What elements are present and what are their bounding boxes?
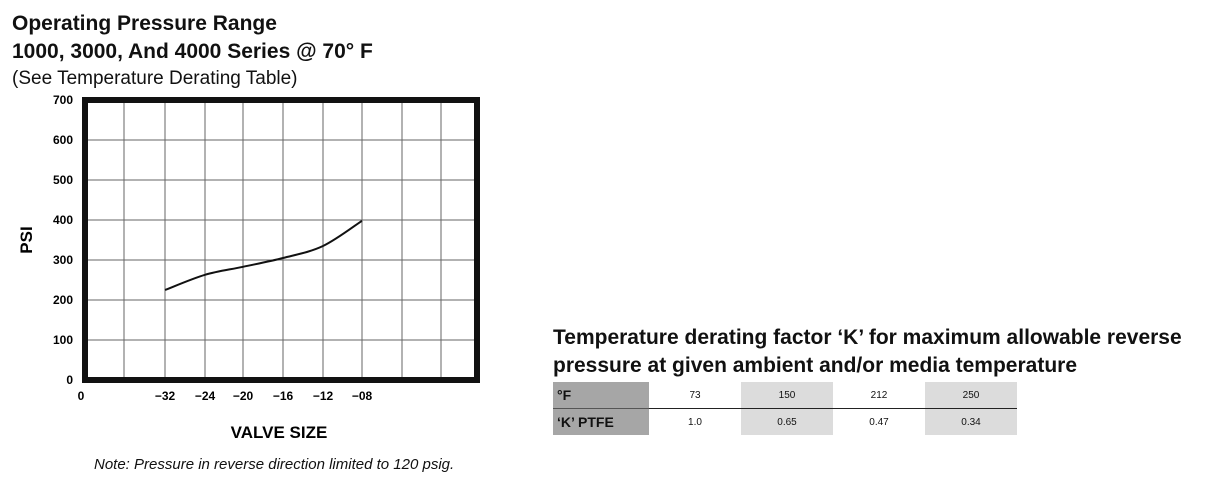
y-tick-label: 400	[53, 213, 73, 227]
y-axis-label: PSI	[17, 226, 36, 253]
x-tick-labels: 0 −32 −24 −20 −16 −12 −08	[78, 389, 373, 403]
row-label-temperature: °F	[553, 382, 649, 409]
y-tick-label: 100	[53, 333, 73, 347]
x-tick-label: −12	[313, 389, 334, 403]
pressure-note: Note: Pressure in reverse direction limi…	[94, 456, 455, 473]
table-cell: 250	[925, 382, 1017, 409]
chart-grid	[85, 100, 477, 380]
chart-caption: (See Temperature Derating Table)	[12, 68, 298, 89]
table-cell: 150	[741, 382, 833, 409]
y-tick-label: 300	[53, 253, 73, 267]
x-tick-label: 0	[78, 389, 85, 403]
x-tick-label: −32	[155, 389, 176, 403]
table-cell: 0.65	[741, 408, 833, 435]
plot-frame	[82, 97, 480, 383]
table-row-temperature: °F 73 150 212 250	[553, 382, 1017, 409]
table-row-k-factor: ‘K’ PTFE 1.0 0.65 0.47 0.34	[553, 408, 1017, 435]
table-cell: 1.0	[688, 416, 702, 428]
table-cell: 212	[833, 382, 925, 409]
x-tick-label: −20	[233, 389, 254, 403]
chart-header: Operating Pressure Range 1000, 3000, And…	[12, 10, 373, 92]
table-cell: 73	[649, 382, 741, 409]
x-tick-label: −08	[352, 389, 373, 403]
y-tick-label: 600	[53, 133, 73, 147]
x-tick-label: −24	[195, 389, 216, 403]
table-cell: 0.34	[925, 408, 1017, 435]
derating-title: Temperature derating factor ‘K’ for maxi…	[553, 326, 1182, 377]
y-tick-label: 700	[53, 93, 73, 107]
x-tick-label: −16	[273, 389, 294, 403]
table-cell: 0.47	[869, 416, 889, 428]
pressure-chart: 0 100 200 300 400 500 600 700 0 −32 −24 −20 −16 −12 −…	[17, 93, 480, 442]
y-tick-label: 500	[53, 173, 73, 187]
x-axis-label: VALVE SIZE	[231, 423, 328, 442]
row-label-k-factor: ‘K’ PTFE	[553, 408, 649, 435]
derating-table: °F 73 150 212 250 ‘K’ PTFE 1.0 0.65 0.47…	[553, 382, 1017, 435]
y-tick-label: 0	[66, 373, 73, 387]
chart-subtitle: 1000, 3000, And 4000 Series @ 70° F	[12, 40, 373, 63]
y-tick-label: 200	[53, 293, 73, 307]
y-tick-labels: 0 100 200 300 400 500 600 700	[53, 93, 73, 387]
pressure-curve	[164, 219, 363, 291]
chart-title: Operating Pressure Range	[12, 12, 277, 35]
